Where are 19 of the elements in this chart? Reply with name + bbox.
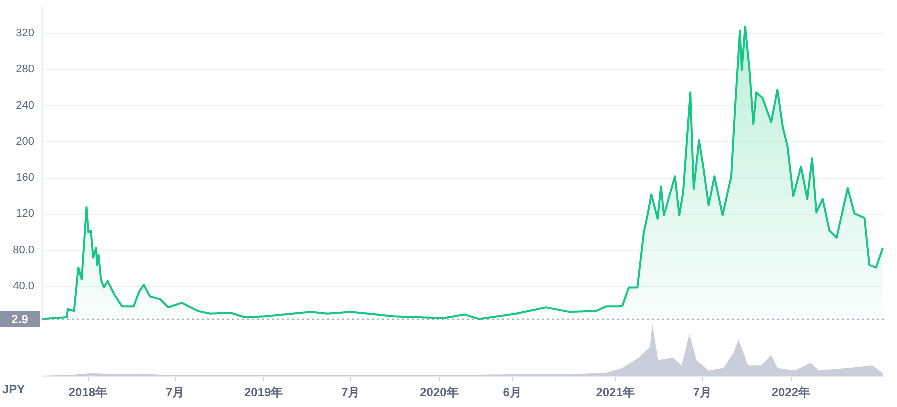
y-tick-label: 320 [16, 28, 34, 40]
y-tick-label: 120 [16, 208, 34, 220]
y-tick-label: 160 [16, 172, 34, 184]
x-tick-label: 6月 [503, 386, 522, 400]
y-tick-label: 200 [16, 136, 34, 148]
x-tick-label: 7月 [342, 386, 360, 400]
x-tick-label: 7月 [166, 386, 185, 400]
x-tick-label: 7月 [693, 386, 712, 400]
y-axis-title: JPY [2, 382, 26, 396]
y-tick-label: 280 [16, 64, 34, 76]
ref-line-label: 2.9 [12, 312, 29, 326]
x-tick-label: 2021年 [596, 386, 635, 400]
x-tick-label: 2018年 [68, 386, 108, 400]
y-tick-label: 240 [16, 100, 34, 112]
x-tick-label: 2019年 [244, 386, 284, 400]
y-tick-label: 80.0 [13, 244, 34, 256]
x-tick-label: 2020年 [420, 386, 459, 400]
y-tick-label: 40.0 [13, 280, 34, 292]
x-tick-label: 2022年 [772, 386, 811, 400]
